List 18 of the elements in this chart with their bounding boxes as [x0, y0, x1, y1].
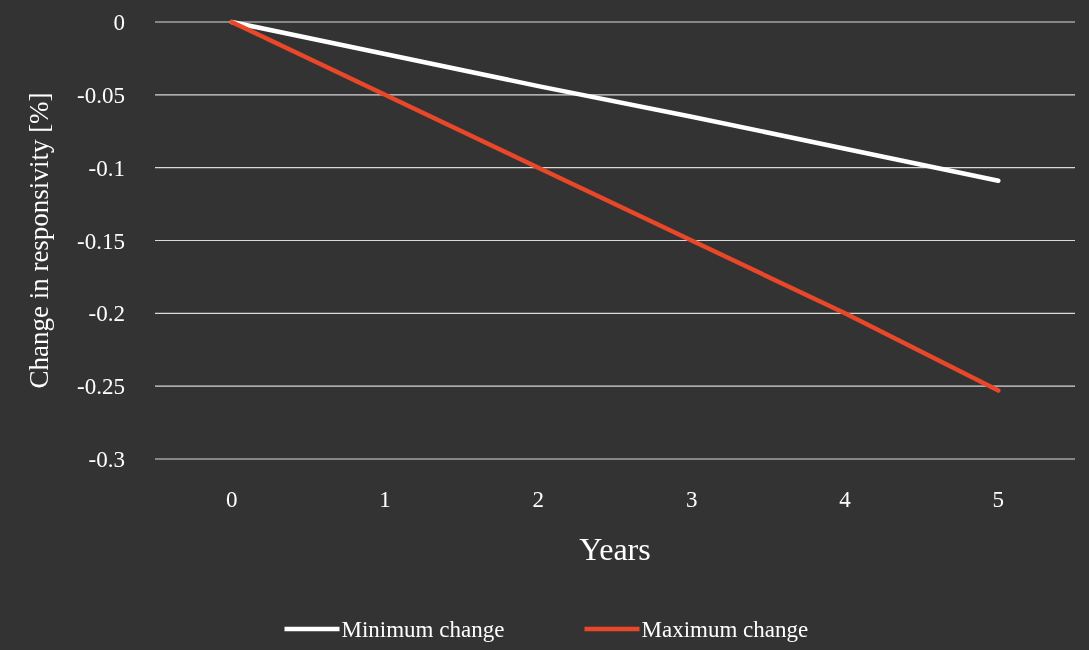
y-tick-label: 0 [113, 10, 125, 36]
x-tick-label: 5 [992, 487, 1005, 512]
y-tick-label: -0.2 [88, 301, 125, 327]
x-tick-label: 3 [685, 487, 698, 512]
legend-label: Maximum change [641, 617, 809, 643]
y-axis-title: Change in responsivity [%] [24, 92, 54, 389]
line-series [229, 19, 1001, 393]
x-tick-label: 0 [225, 487, 238, 512]
y-tick-label: -0.25 [77, 374, 125, 400]
x-tick-label: 1 [379, 487, 391, 512]
x-tick-label: 2 [532, 487, 545, 512]
y-tick-label: -0.3 [88, 447, 125, 473]
x-axis-title: Years [579, 531, 651, 567]
y-tick-label: -0.05 [77, 82, 125, 108]
y-tick-label: -0.15 [77, 228, 125, 254]
legend-label: Minimum change [341, 617, 505, 643]
y-tick-label: -0.1 [88, 155, 125, 181]
x-tick-label: 4 [839, 487, 852, 512]
